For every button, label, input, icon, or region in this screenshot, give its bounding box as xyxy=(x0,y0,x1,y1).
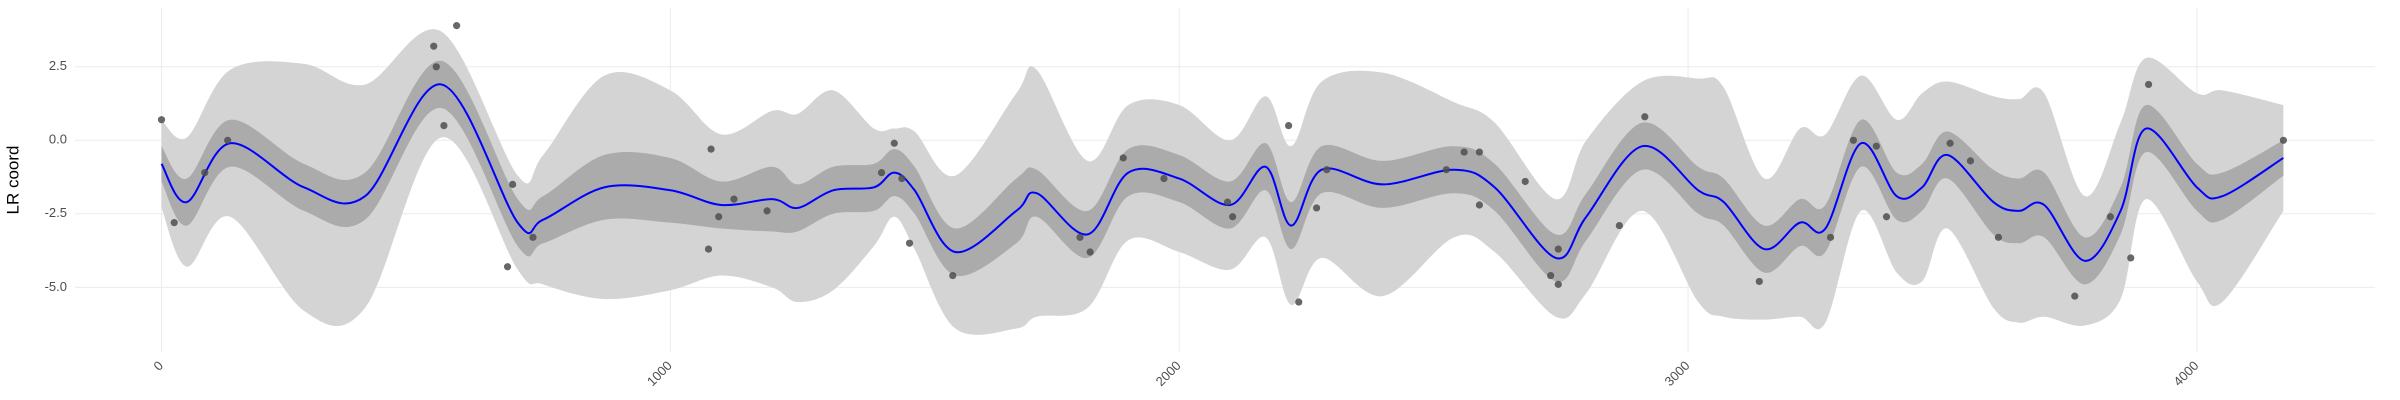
data-point xyxy=(1460,148,1468,156)
data-point xyxy=(157,116,166,124)
x-tick-label: 4000 xyxy=(2170,358,2201,389)
data-point xyxy=(1554,245,1562,253)
data-point xyxy=(1547,271,1555,280)
data-point xyxy=(877,169,886,177)
data-point xyxy=(763,207,771,215)
data-point xyxy=(1086,248,1094,256)
data-point xyxy=(730,195,738,203)
data-point xyxy=(440,122,448,130)
data-point xyxy=(2071,292,2079,300)
data-point xyxy=(509,180,517,189)
data-point xyxy=(170,219,178,227)
x-tick-label: 0 xyxy=(150,358,166,374)
y-tick-label: 0.0 xyxy=(49,132,67,147)
data-point xyxy=(1946,139,1954,147)
data-point xyxy=(1826,233,1835,241)
data-point xyxy=(1323,166,1331,174)
data-point xyxy=(1521,177,1529,186)
data-point xyxy=(949,271,957,280)
data-point xyxy=(1442,166,1450,174)
data-point xyxy=(1160,174,1168,183)
data-point xyxy=(2279,136,2288,144)
data-point xyxy=(707,145,715,153)
x-tick-label: 2000 xyxy=(1153,358,1184,389)
data-point xyxy=(1554,280,1562,288)
data-point xyxy=(1475,148,1484,156)
data-point xyxy=(1312,204,1321,212)
data-point xyxy=(1641,113,1649,121)
data-point xyxy=(453,22,461,30)
data-point xyxy=(503,263,512,271)
data-point xyxy=(201,169,209,177)
data-point xyxy=(1755,277,1763,286)
data-point xyxy=(898,174,906,183)
data-point xyxy=(2106,213,2114,221)
x-tick-label: 1000 xyxy=(644,358,675,389)
data-point xyxy=(1229,213,1237,221)
data-point xyxy=(1872,142,1880,150)
data-point xyxy=(529,233,537,241)
data-point xyxy=(704,245,713,253)
data-point xyxy=(1285,122,1293,130)
smooth-line xyxy=(160,83,2284,262)
confidence-band xyxy=(161,60,2284,285)
x-tick-label: 3000 xyxy=(1662,358,1693,389)
data-point xyxy=(1882,213,1891,221)
data-point xyxy=(224,136,232,144)
data-point xyxy=(1849,136,1858,144)
data-point xyxy=(2144,80,2153,89)
data-point xyxy=(1615,221,1623,230)
y-tick-label: -5.0 xyxy=(45,279,67,294)
data-point xyxy=(1994,233,2003,241)
y-axis-label: LR coord xyxy=(3,146,22,215)
data-point xyxy=(1076,233,1084,241)
data-point xyxy=(1295,298,1303,306)
y-tick-label: -2.5 xyxy=(45,205,67,220)
data-point xyxy=(715,213,723,221)
data-point xyxy=(430,42,438,50)
data-point xyxy=(2127,254,2135,262)
data-point xyxy=(905,239,914,247)
data-point xyxy=(1119,154,1127,162)
data-point xyxy=(1223,198,1232,206)
data-point xyxy=(890,139,898,147)
y-tick-label: 2.5 xyxy=(49,58,67,73)
data-point xyxy=(1966,157,1975,165)
data-point xyxy=(432,63,440,71)
data-point xyxy=(1475,201,1484,209)
